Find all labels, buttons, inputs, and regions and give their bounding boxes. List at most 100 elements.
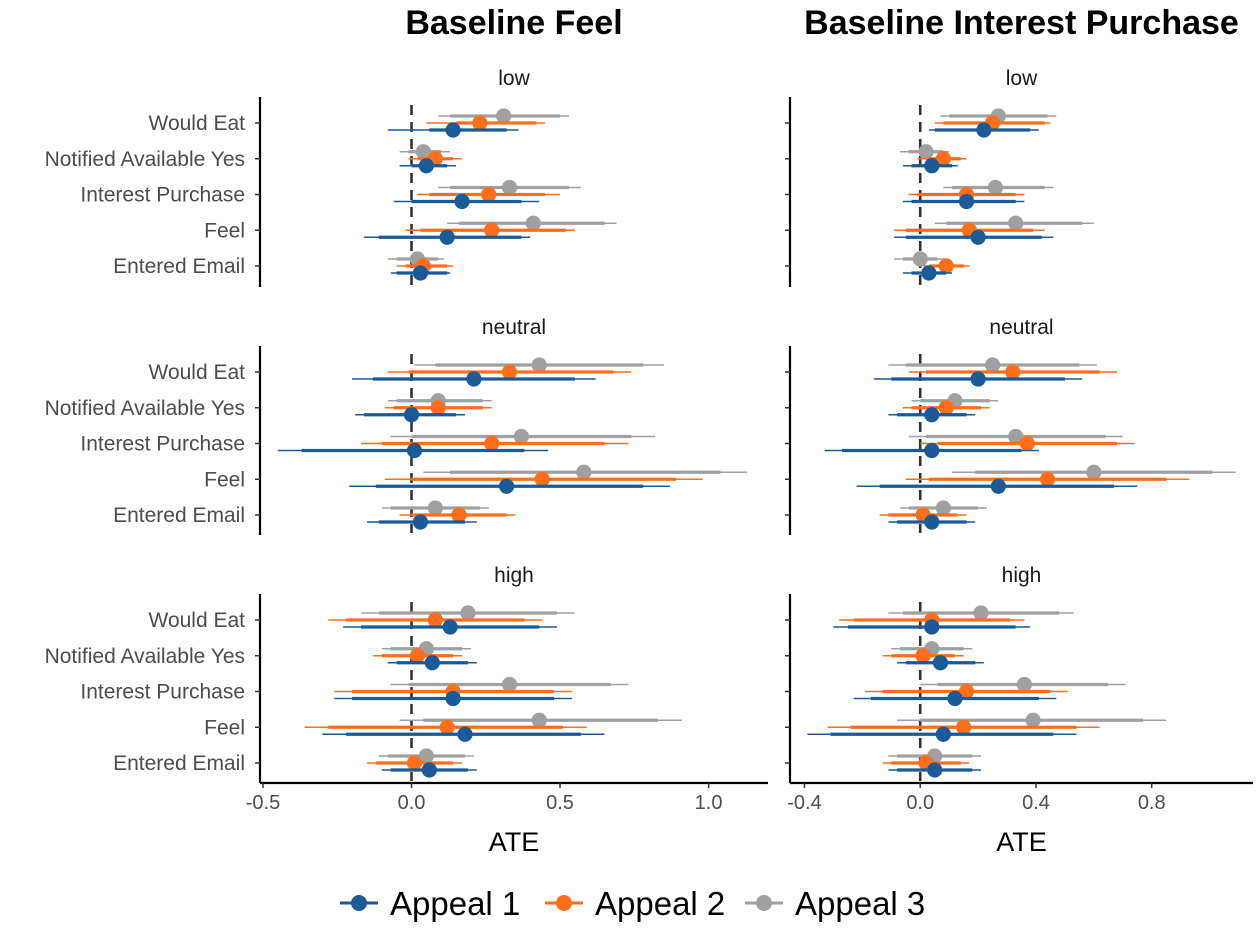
- estimate-point: [501, 676, 518, 693]
- estimate-point: [531, 712, 547, 728]
- x-tick-label: 0.8: [1138, 792, 1166, 814]
- estimate-point: [412, 265, 429, 281]
- estimate-point: [927, 762, 943, 778]
- category-label: Interest Purchase: [80, 184, 245, 207]
- estimate-point: [403, 407, 420, 423]
- estimate-point: [484, 435, 500, 452]
- estimate-point: [445, 690, 461, 707]
- estimate-point: [915, 648, 931, 664]
- estimate-point: [442, 619, 458, 635]
- category-label: Feel: [204, 219, 245, 242]
- estimate-point: [460, 605, 476, 621]
- estimate-point: [1039, 471, 1056, 487]
- estimate-point: [418, 748, 434, 764]
- category-label: Entered Email: [113, 255, 245, 278]
- panel-1-high: high -0.4 0.0 0.4 0.8 ATE: [785, 564, 1253, 857]
- x-tick-label: 0.0: [906, 792, 934, 814]
- estimate-point: [427, 500, 443, 516]
- estimate-point: [415, 144, 431, 160]
- category-label: Feel: [204, 468, 245, 491]
- estimate-point: [454, 193, 470, 210]
- estimate-point: [970, 229, 986, 245]
- panel-title: low: [498, 67, 530, 90]
- panel-title: high: [494, 564, 534, 587]
- category-label: Would Eat: [149, 361, 246, 384]
- estimate-point: [1005, 364, 1021, 380]
- estimate-point: [990, 478, 1006, 494]
- estimate-point: [1016, 676, 1032, 693]
- estimate-point: [513, 428, 530, 445]
- estimate-point: [501, 179, 518, 196]
- x-tick-label: 1.0: [695, 792, 723, 814]
- estimate-point: [498, 478, 515, 494]
- estimate-point: [1025, 712, 1041, 728]
- estimate-point: [466, 371, 482, 387]
- panel-0-high: high Would Eat Notified Available Yes Inter…: [45, 564, 768, 857]
- estimate-point: [924, 514, 940, 530]
- estimate-point: [418, 158, 434, 174]
- panel-title: neutral: [482, 316, 546, 339]
- estimate-point: [935, 500, 951, 516]
- estimate-point: [421, 762, 437, 778]
- estimate-point: [472, 115, 488, 131]
- legend-key-point: [351, 895, 367, 911]
- estimate-point: [973, 605, 989, 621]
- estimate-point: [439, 229, 455, 245]
- estimate-point: [938, 258, 954, 274]
- panel-1-low: low: [785, 67, 1094, 287]
- legend-key-point: [556, 895, 572, 911]
- estimate-point: [1008, 215, 1024, 231]
- column-title-0: Baseline Feel: [405, 4, 622, 42]
- category-label: Feel: [204, 716, 245, 739]
- estimate-point: [430, 400, 446, 416]
- estimate-point: [918, 144, 934, 160]
- estimate-point: [924, 158, 940, 174]
- estimate-point: [921, 265, 937, 281]
- category-label: Would Eat: [149, 609, 246, 632]
- category-label: Interest Purchase: [80, 433, 245, 456]
- estimate-point: [484, 222, 500, 238]
- estimate-point: [958, 683, 975, 700]
- estimate-point: [406, 755, 423, 771]
- estimate-point: [534, 471, 550, 487]
- category-label: Entered Email: [113, 752, 245, 775]
- category-label: Entered Email: [113, 504, 245, 527]
- estimate-point: [924, 619, 940, 635]
- estimate-point: [501, 364, 518, 380]
- estimate-point: [987, 179, 1004, 196]
- estimate-point: [439, 719, 455, 735]
- estimate-point: [412, 514, 429, 530]
- panel-0-low: low Would Eat Notified Available Yes Intere…: [45, 67, 617, 287]
- estimate-point: [958, 193, 975, 210]
- estimate-point: [406, 442, 423, 459]
- legend-label: Appeal 3: [795, 885, 925, 922]
- legend: Appeal 1 Appeal 2 Appeal 3: [340, 885, 925, 922]
- estimate-point: [984, 357, 1001, 373]
- x-axis-title: ATE: [996, 827, 1047, 857]
- estimate-point: [531, 357, 547, 373]
- estimate-point: [409, 648, 426, 664]
- legend-label: Appeal 1: [390, 885, 520, 922]
- panel-1-neutral: neutral: [785, 316, 1236, 535]
- column-title-1: Baseline Interest Purchase: [804, 4, 1239, 42]
- estimate-point: [935, 151, 951, 167]
- legend-label: Appeal 2: [595, 885, 725, 922]
- estimate-point: [938, 400, 954, 416]
- legend-key-point: [756, 895, 772, 911]
- panel-0-neutral: neutral Would Eat Notified Available Yes In…: [45, 316, 748, 535]
- x-tick-label: 0.0: [398, 792, 426, 814]
- panel-title: neutral: [989, 316, 1053, 339]
- estimate-point: [427, 612, 443, 628]
- estimate-point: [451, 507, 467, 523]
- estimate-point: [924, 442, 940, 459]
- x-tick-label: 0.5: [546, 792, 574, 814]
- x-tick-label: -0.4: [787, 792, 821, 814]
- estimate-point: [481, 186, 497, 203]
- estimate-point: [1086, 464, 1102, 480]
- estimate-point: [912, 251, 928, 267]
- estimate-point: [956, 719, 972, 735]
- panel-title: low: [1006, 67, 1038, 90]
- estimate-point: [947, 690, 963, 707]
- category-label: Notified Available Yes: [45, 645, 245, 668]
